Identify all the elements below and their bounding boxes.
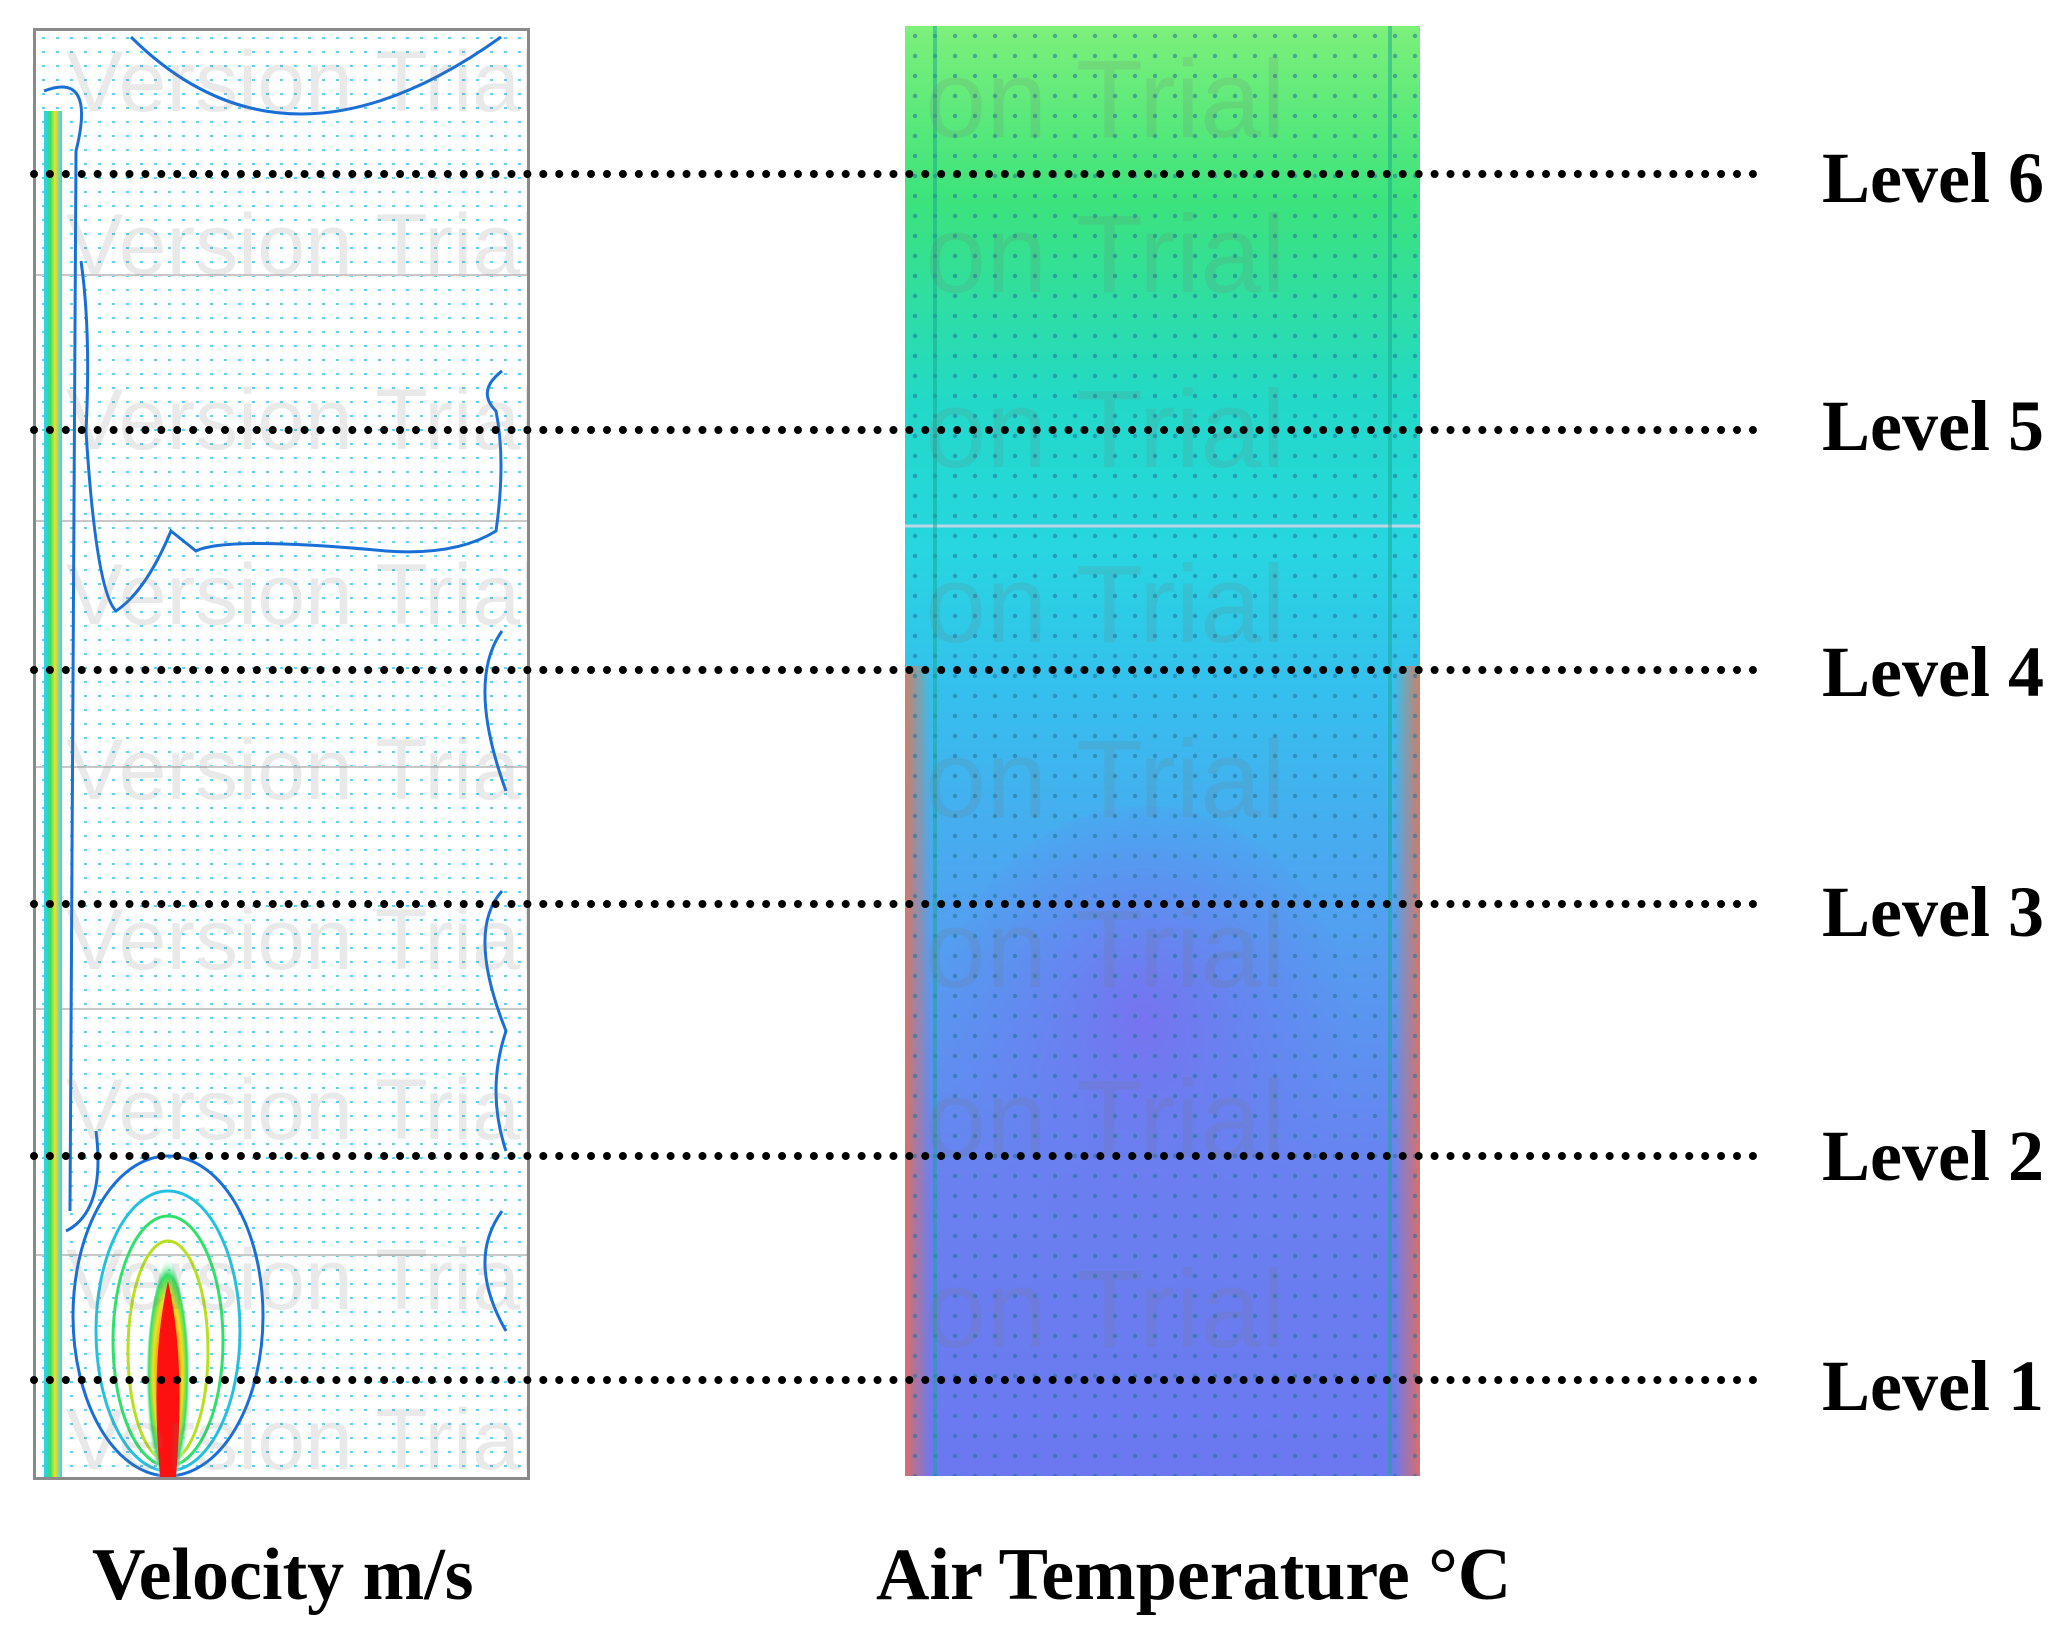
level-6-line (30, 170, 1758, 178)
temperature-caption: Air Temperature °C (876, 1534, 1512, 1616)
level-5-label: Level 5 (1822, 386, 2044, 466)
level-3-label: Level 3 (1822, 872, 2044, 952)
velocity-contour-plot: Version Trial Versio Version Trial Versi… (33, 28, 530, 1480)
level-3-line (30, 900, 1758, 908)
level-6-label: Level 6 (1822, 138, 2044, 218)
velocity-contour-lines (43, 35, 508, 1332)
level-4-label: Level 4 (1822, 632, 2044, 712)
velocity-caption: Velocity m/s (92, 1534, 474, 1616)
level-4-line (30, 666, 1758, 674)
velocity-plot-graphics (36, 31, 527, 1477)
velocity-vector-field (36, 31, 527, 1477)
level-1-line (30, 1376, 1758, 1384)
level-2-line (30, 1152, 1758, 1160)
temperature-contour-plot: on Trial on Trial on Trial on Trial on T… (905, 26, 1420, 1476)
temperature-plot-graphics (905, 26, 1420, 1476)
temperature-vector-field (905, 26, 1420, 1476)
left-wall-jet (44, 111, 62, 1477)
level-2-label: Level 2 (1822, 1116, 2044, 1196)
level-5-line (30, 426, 1758, 434)
velocity-grid-lines (36, 274, 527, 1256)
level-1-label: Level 1 (1822, 1346, 2044, 1426)
